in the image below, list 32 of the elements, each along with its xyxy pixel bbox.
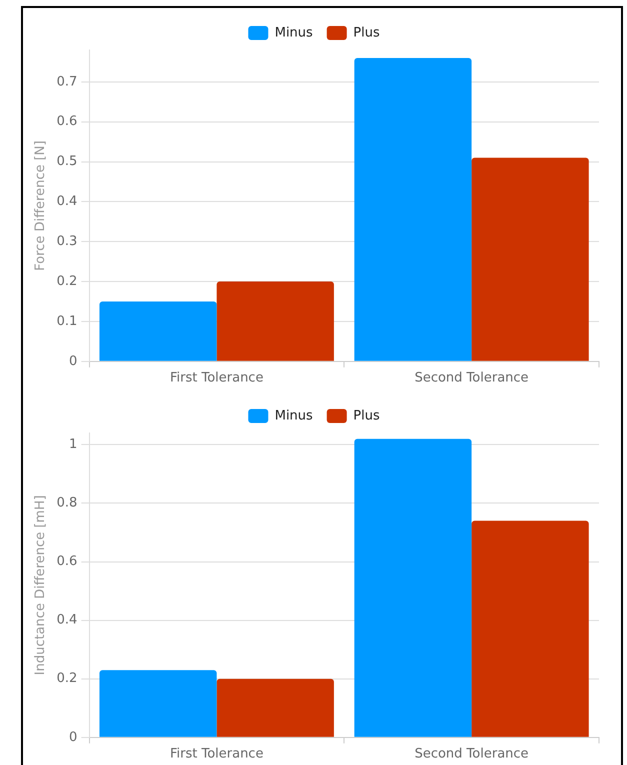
y-tick-label: 1 <box>68 437 78 452</box>
y-tick-label: 0.1 <box>56 314 78 329</box>
y-tick-label: 0.8 <box>56 496 78 511</box>
legend-label: Plus <box>353 408 380 424</box>
legend-label: Plus <box>353 25 380 40</box>
y-tick-label: 0.4 <box>56 194 78 210</box>
y-tick-label: 0 <box>68 354 78 369</box>
bar <box>472 520 589 737</box>
y-tick-label: 0.3 <box>56 234 78 250</box>
legend-label: Minus <box>274 408 314 424</box>
y-tick-label: 0.6 <box>56 114 78 130</box>
bar <box>216 678 334 737</box>
bar <box>99 302 217 361</box>
x-tick-label: First Tolerance <box>170 370 264 386</box>
y-tick-label: 0.7 <box>56 74 78 90</box>
bar <box>472 158 589 361</box>
x-tick-label: Second Tolerance <box>414 746 529 762</box>
y-tick-label: 0.6 <box>56 554 78 570</box>
bar <box>216 282 334 361</box>
x-tick-label: Second Tolerance <box>414 370 529 386</box>
y-tick-label: 0 <box>68 730 78 745</box>
bar <box>354 438 472 737</box>
bar <box>354 58 472 361</box>
legend-label: Minus <box>274 25 314 40</box>
y-axis-title: Inductance Difference [mH] <box>33 495 48 676</box>
x-tick-label: First Tolerance <box>170 746 264 762</box>
bar <box>99 670 217 737</box>
y-tick-label: 0.4 <box>56 612 78 628</box>
y-tick-label: 0.2 <box>56 671 78 686</box>
y-axis-title: Force Difference [N] <box>33 140 48 271</box>
y-tick-label: 0.5 <box>56 154 78 170</box>
y-tick-label: 0.2 <box>56 274 78 289</box>
